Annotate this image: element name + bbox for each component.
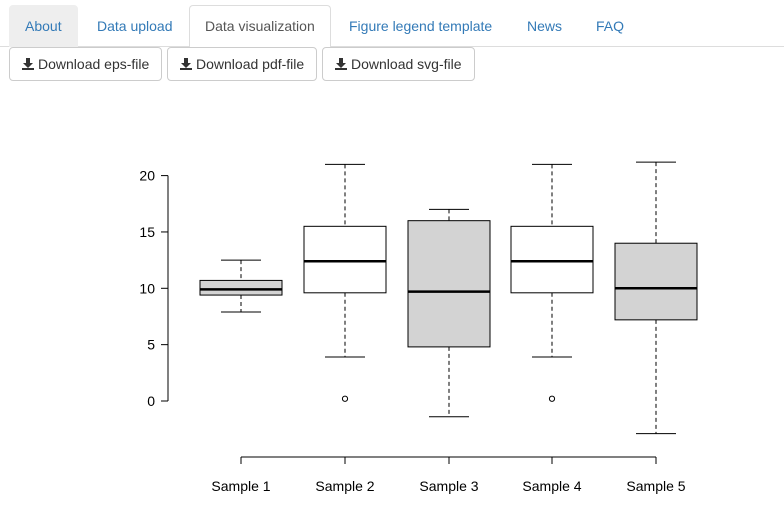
tab-figure-legend-template[interactable]: Figure legend template <box>349 18 493 34</box>
box <box>614 242 698 321</box>
tab-data-upload[interactable]: Data upload <box>97 18 173 34</box>
box <box>407 220 491 348</box>
download-svg-label: Download svg-file <box>351 56 462 72</box>
x-tick-label: Sample 4 <box>522 478 581 494</box>
box <box>303 225 387 294</box>
download-icon <box>180 58 192 70</box>
download-icon <box>22 58 34 70</box>
box <box>510 225 594 294</box>
outlier-point <box>548 395 556 402</box>
x-tick-label: Sample 1 <box>211 478 270 494</box>
download-pdf-label: Download pdf-file <box>196 56 305 72</box>
download-pdf-button[interactable]: Download pdf-file <box>167 47 318 81</box>
y-tick-label: 15 <box>139 224 155 240</box>
x-tick-label: Sample 2 <box>315 478 374 494</box>
tab-data-visualization[interactable]: Data visualization <box>189 5 331 48</box>
tab-news[interactable]: News <box>527 18 563 34</box>
y-tick-label: 20 <box>139 168 155 184</box>
download-eps-label: Download eps-file <box>38 56 150 72</box>
outlier-point <box>341 395 349 402</box>
box <box>199 279 283 296</box>
download-icon <box>335 58 347 70</box>
x-tick-label: Sample 5 <box>626 478 685 494</box>
tab-bar: About Data upload Data visualization Fig… <box>0 0 784 48</box>
y-tick-label: 0 <box>147 393 155 409</box>
download-svg-button[interactable]: Download svg-file <box>322 47 475 81</box>
x-tick-label: Sample 3 <box>419 478 478 494</box>
y-tick-label: 10 <box>139 280 155 296</box>
tab-faq[interactable]: FAQ <box>596 18 625 34</box>
download-eps-button[interactable]: Download eps-file <box>9 47 163 81</box>
tab-about[interactable]: About <box>9 5 78 47</box>
y-tick-label: 5 <box>147 337 155 353</box>
